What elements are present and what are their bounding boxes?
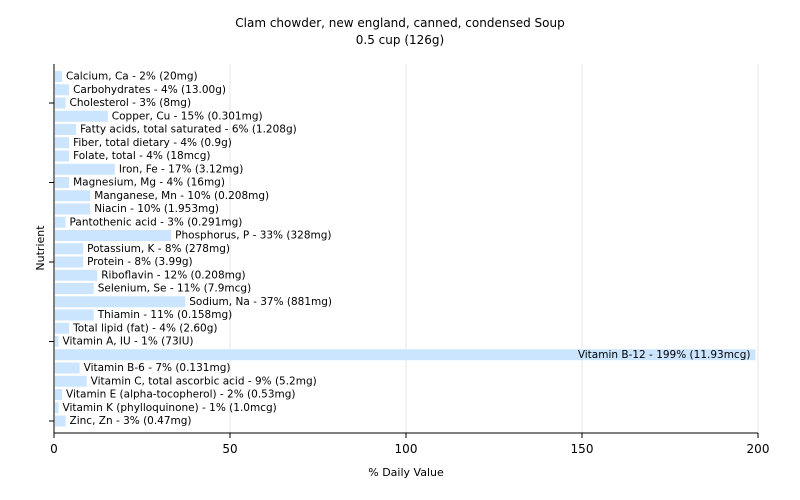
bar	[55, 97, 66, 109]
bar	[55, 216, 66, 228]
bar-label: Pantothenic acid - 3% (0.291mg)	[70, 216, 243, 228]
bar-label: Thiamin - 11% (0.158mg)	[97, 309, 233, 321]
bar	[55, 283, 94, 294]
y-axis-label: Nutrient	[34, 225, 47, 271]
x-tick-label: 200	[747, 442, 770, 456]
grid-lines	[229, 64, 759, 433]
bar-label: Carbohydrates - 4% (13.00g)	[73, 84, 226, 96]
x-tick-label: 150	[571, 442, 594, 456]
bar-label: Iron, Fe - 17% (3.12mg)	[119, 163, 243, 175]
bar-label: Vitamin K (phylloquinone) - 1% (1.0mcg)	[63, 402, 277, 414]
bar-label: Fiber, total dietary - 4% (0.9g)	[73, 137, 232, 149]
bar-label: Copper, Cu - 15% (0.301mg)	[112, 110, 263, 122]
bar-label: Cholesterol - 3% (8mg)	[70, 97, 192, 109]
bar-label: Vitamin A, IU - 1% (73IU)	[63, 336, 194, 348]
bar-label: Protein - 8% (3.99g)	[87, 256, 193, 268]
bar-label: Vitamin B-12 - 199% (11.93mcg)	[578, 349, 751, 361]
bar-label: Magnesium, Mg - 4% (16mg)	[73, 177, 225, 189]
x-axis-label: % Daily Value	[368, 466, 444, 479]
bar	[55, 84, 70, 96]
bar	[55, 150, 70, 162]
bar-label: Riboflavin - 12% (0.208mg)	[101, 269, 245, 281]
bar	[55, 349, 756, 361]
bar	[55, 137, 70, 149]
bar	[55, 124, 77, 135]
bar	[55, 71, 63, 82]
bar-label: Calcium, Ca - 2% (20mg)	[66, 71, 198, 83]
bar	[55, 177, 70, 188]
bar	[55, 336, 59, 347]
x-tick-label: 50	[222, 442, 237, 456]
axes: 0 50 100 150 200	[49, 64, 769, 456]
bar	[55, 389, 63, 400]
bars: Calcium, Ca - 2% (20mg)Carbohydrates - 4…	[55, 71, 756, 427]
chart-subtitle: 0.5 cup (126g)	[356, 33, 444, 47]
bar-label: Fatty acids, total saturated - 6% (1.208…	[80, 124, 297, 136]
bar-label: Selenium, Se - 11% (7.9mcg)	[98, 283, 251, 295]
bar-label: Niacin - 10% (1.953mg)	[94, 203, 219, 215]
bar-label: Manganese, Mn - 10% (0.208mg)	[94, 190, 269, 202]
bar-label: Vitamin E (alpha-tocopherol) - 2% (0.53m…	[66, 389, 296, 401]
bar	[55, 296, 186, 308]
bar-label: Phosphorus, P - 33% (328mg)	[175, 230, 331, 242]
bar	[55, 243, 84, 255]
bar	[55, 322, 70, 334]
bar	[55, 110, 108, 122]
x-tick-label: 100	[395, 442, 418, 456]
bar	[55, 415, 66, 427]
bar-label: Potassium, K - 8% (278mg)	[87, 243, 230, 255]
bar	[55, 375, 87, 387]
bar	[55, 203, 91, 215]
bar	[55, 309, 94, 321]
bar	[55, 402, 59, 414]
bar-label: Total lipid (fat) - 4% (2.60g)	[72, 322, 217, 334]
bar-label: Folate, total - 4% (18mcg)	[73, 150, 210, 162]
bar	[55, 256, 84, 268]
bar-label: Vitamin B-6 - 7% (0.131mg)	[84, 362, 231, 374]
bar	[55, 269, 98, 281]
x-tick-label: 0	[50, 442, 58, 456]
bar	[55, 230, 172, 241]
bar-label: Vitamin C, total ascorbic acid - 9% (5.2…	[91, 375, 317, 387]
bar-label: Sodium, Na - 37% (881mg)	[189, 296, 332, 308]
bar-label: Zinc, Zn - 3% (0.47mg)	[70, 415, 192, 427]
chart-title: Clam chowder, new england, canned, conde…	[235, 16, 564, 30]
bar	[55, 190, 91, 202]
bar	[55, 163, 115, 175]
bar	[55, 362, 80, 374]
